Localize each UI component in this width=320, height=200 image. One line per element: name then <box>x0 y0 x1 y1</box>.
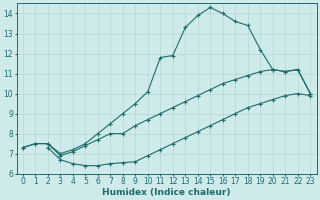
X-axis label: Humidex (Indice chaleur): Humidex (Indice chaleur) <box>102 188 231 197</box>
